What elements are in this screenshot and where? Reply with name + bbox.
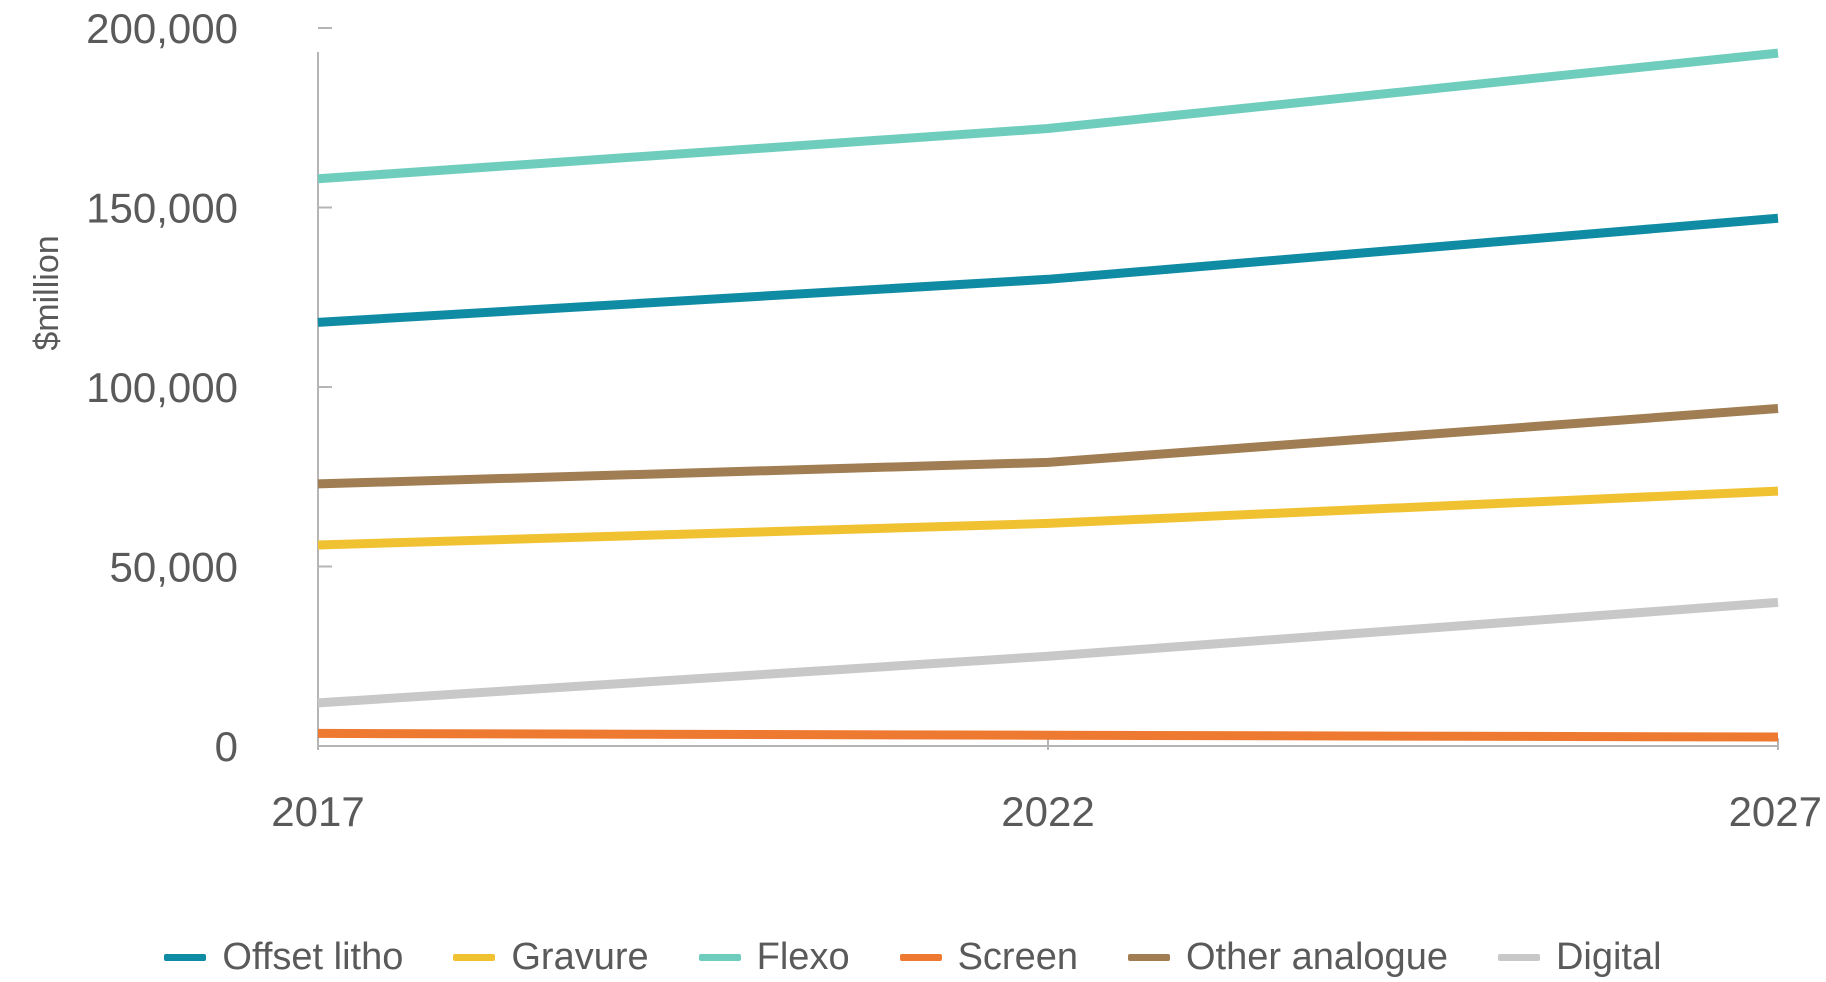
legend-label: Gravure xyxy=(511,935,649,978)
legend-label: Screen xyxy=(957,935,1078,978)
axes: 0 50,000 100,000 150,000 200,000 2017 2022 2027 xyxy=(86,5,1822,835)
series-line-flexo xyxy=(317,48,1779,184)
legend-label: Digital xyxy=(1555,935,1662,978)
legend-label: Flexo xyxy=(756,935,850,978)
legend-item-other-analogue: Other analogue xyxy=(1127,935,1448,979)
x-tick-label: 2022 xyxy=(1001,788,1094,835)
legend-item-flexo: Flexo xyxy=(698,935,850,979)
series-line-offset-litho xyxy=(317,213,1779,327)
legend: Offset litho Gravure Flexo Screen Other anal… xyxy=(0,932,1826,982)
y-tick-label: 0 xyxy=(215,723,238,770)
series-line-digital xyxy=(317,597,1779,708)
x-tick-label: 2027 xyxy=(1729,788,1822,835)
legend-item-offset-litho: Offset litho xyxy=(164,936,403,979)
y-tick-label: 150,000 xyxy=(86,185,238,232)
legend-swatch xyxy=(1497,953,1540,961)
legend-item-screen: Screen xyxy=(899,935,1078,979)
legend-item-digital: Digital xyxy=(1497,935,1662,979)
y-tick-label: 50,000 xyxy=(110,544,238,591)
y-tick-label: 200,000 xyxy=(86,5,238,52)
legend-label: Other analogue xyxy=(1185,935,1448,978)
legend-swatch xyxy=(1127,953,1170,961)
series-line-screen xyxy=(317,728,1779,742)
chart-canvas: $million 0 50,000 100,000 150,000 200,000 201… xyxy=(28,5,1822,835)
y-axis-title: $million xyxy=(28,235,66,350)
y-tick-label: 100,000 xyxy=(86,364,238,411)
legend-swatch xyxy=(899,953,942,961)
legend-swatch xyxy=(164,953,207,961)
series-line-other-analogue xyxy=(317,404,1779,489)
series-lines xyxy=(317,48,1779,742)
legend-item-gravure: Gravure xyxy=(453,935,649,979)
series-line-gravure xyxy=(317,486,1779,550)
legend-swatch xyxy=(698,953,741,961)
x-tick-label: 2017 xyxy=(271,788,364,835)
legend-swatch xyxy=(453,953,496,961)
legend-label: Offset litho xyxy=(222,935,404,978)
